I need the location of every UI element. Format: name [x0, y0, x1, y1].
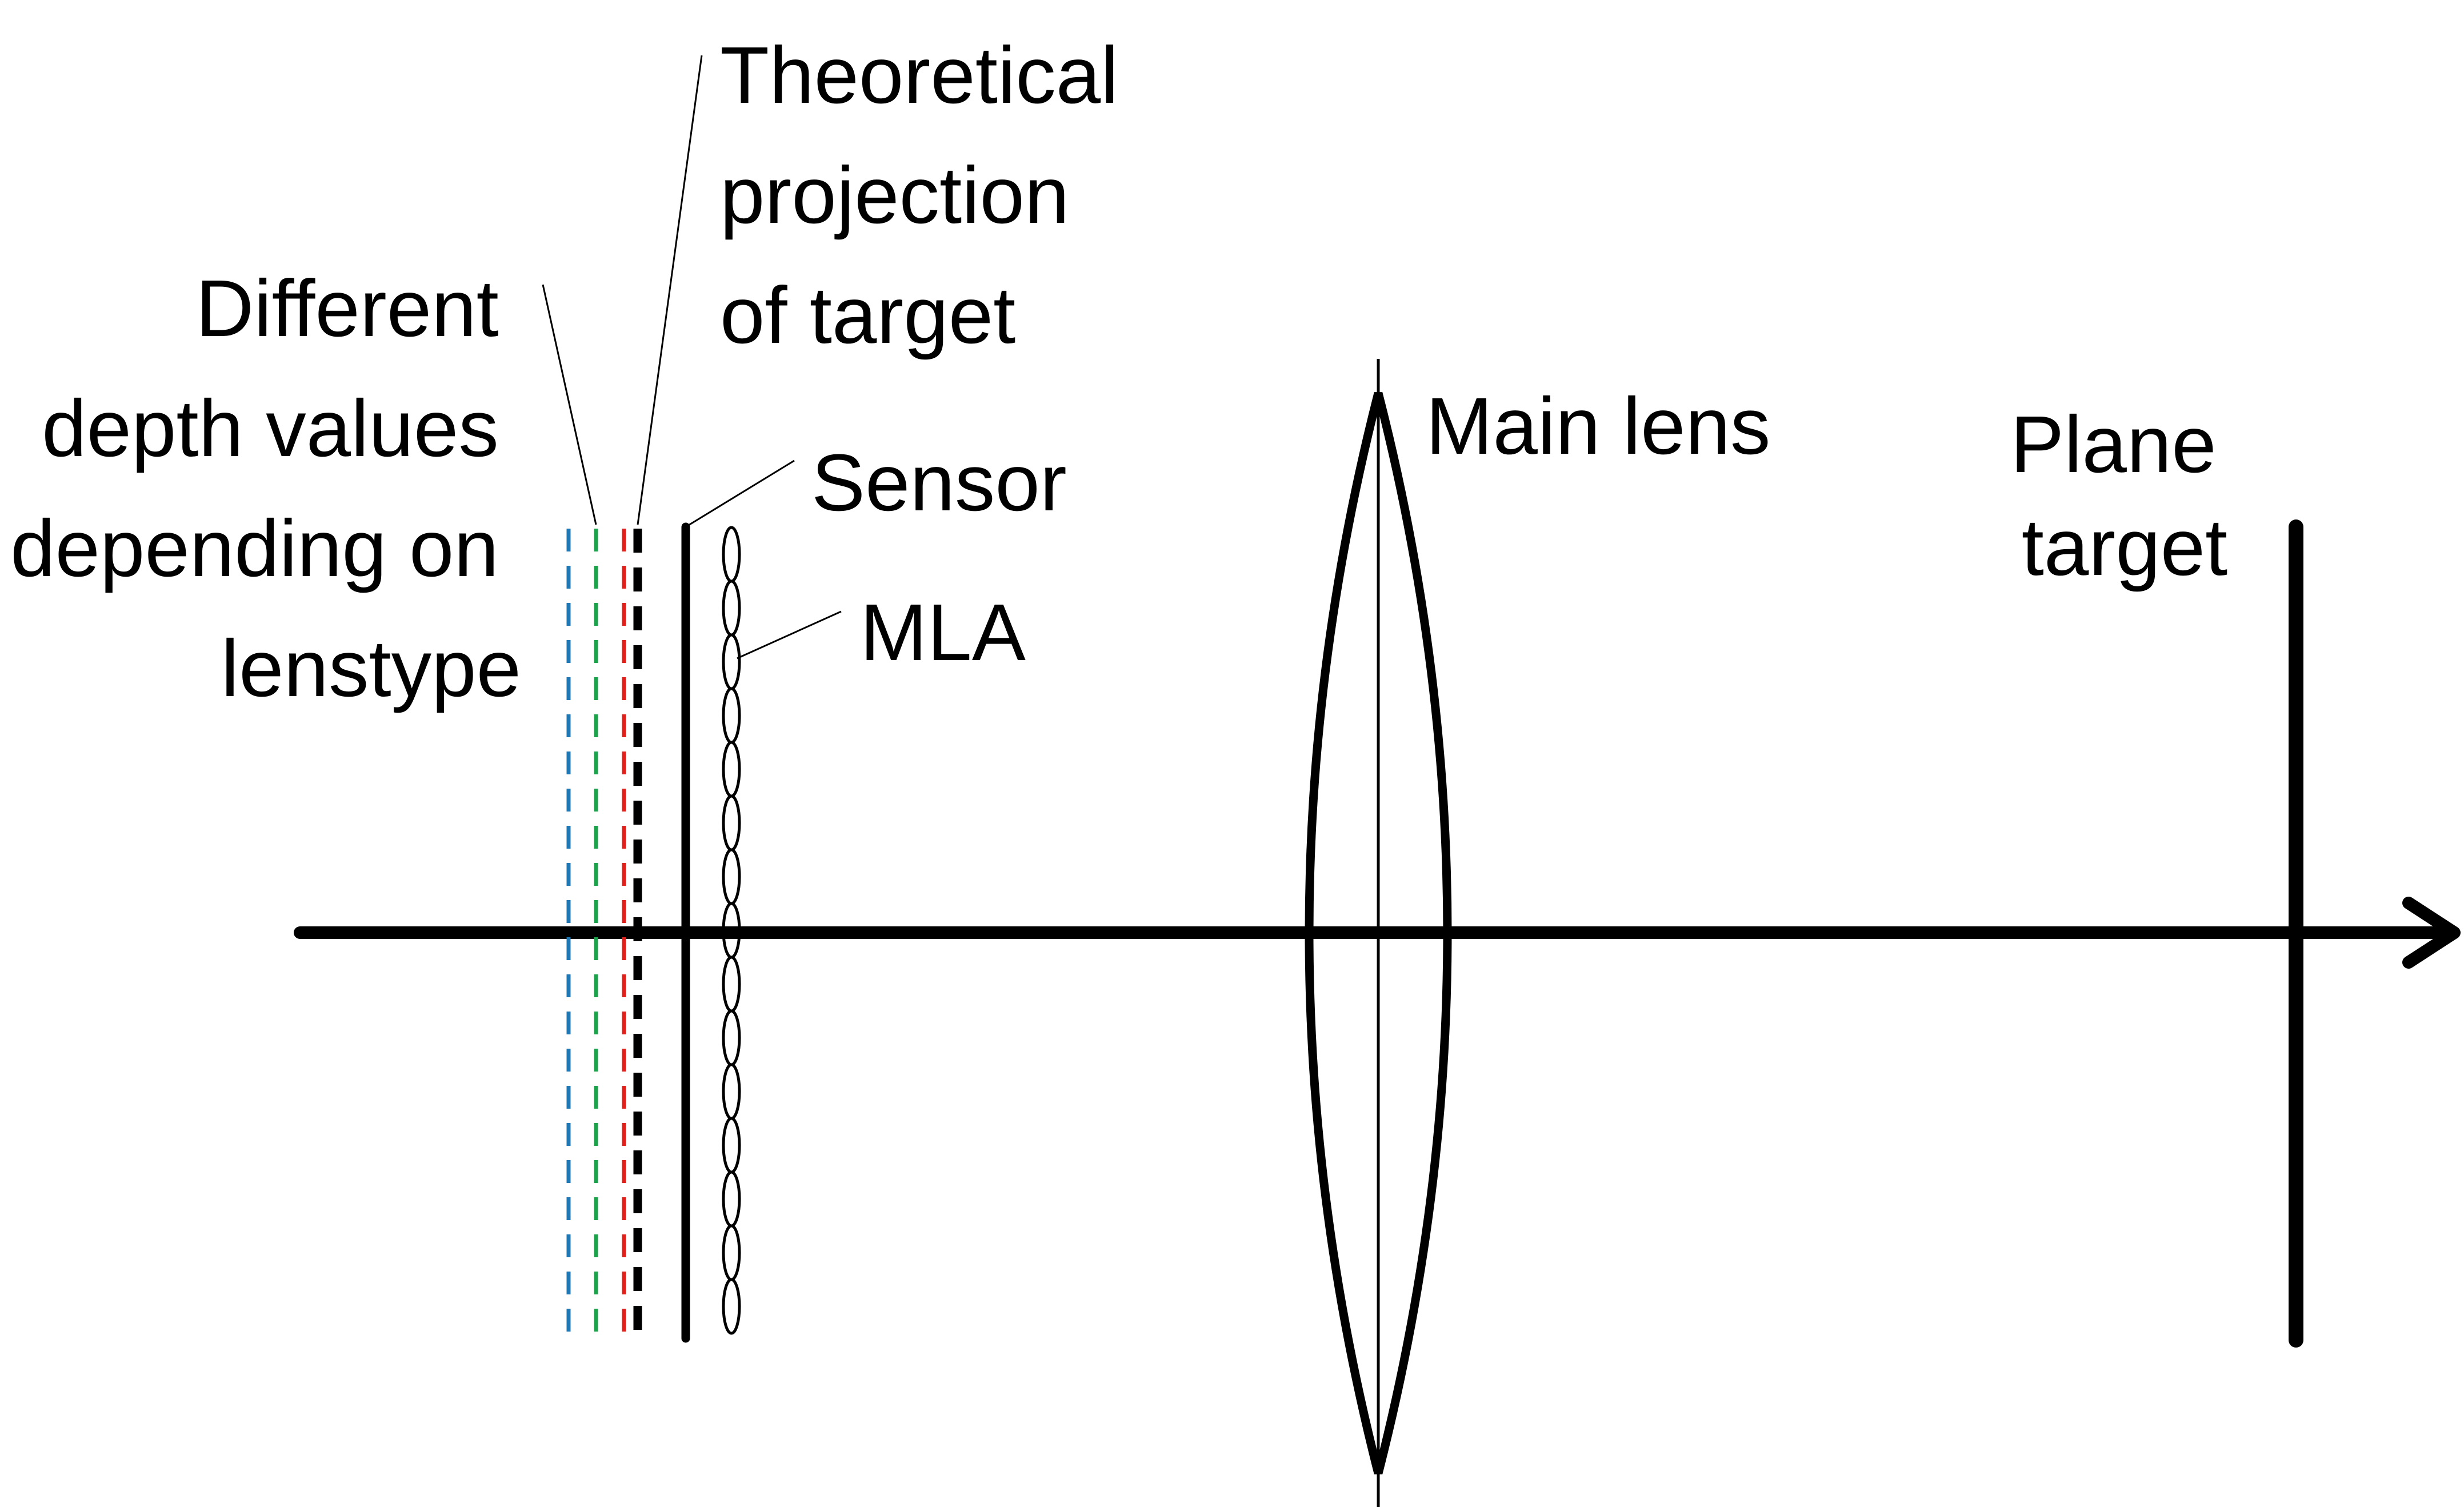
mla-lenslet [722, 1224, 741, 1281]
mla-lenslet [722, 1009, 741, 1066]
depth-values-label: Different depth values depending on lens… [10, 263, 521, 713]
leader-sensor [685, 459, 795, 528]
plane-target-line-1: Plane [2010, 399, 2217, 489]
depth-values-line-4: lenstype [221, 623, 521, 713]
depth-values-line-2: depth values [42, 383, 499, 473]
leader-theoretical-projection [637, 55, 703, 525]
theoretical-projection-line-1: Theoretical [720, 30, 1119, 120]
optical-axis-arrowhead [2402, 897, 2461, 969]
mla-lenslet [722, 848, 741, 905]
mla-lenslet [722, 1170, 741, 1228]
mla-lenslet [722, 579, 741, 637]
mla-lenslet [722, 687, 741, 744]
theoretical-projection-label: Theoretical projection of target [720, 30, 1141, 360]
mla-lenslet [722, 794, 741, 852]
sensor-label: Sensor [811, 437, 1067, 527]
mla-lenslet [722, 1063, 741, 1120]
main-lens-label: Main lens [1426, 381, 1770, 471]
mla-lenslet [722, 956, 741, 1013]
mla-lenslet [722, 1117, 741, 1174]
theoretical-projection-line-2: projection [720, 150, 1069, 240]
optical-axis [294, 897, 2461, 969]
main-lens [1305, 359, 1452, 1507]
depth-values-line-3: depending on [10, 503, 499, 593]
mla-lenslet [722, 526, 741, 583]
theoretical-projection-line-3: of target [720, 270, 1015, 360]
leader-depth-values [542, 284, 597, 525]
mla-label: MLA [860, 587, 1026, 677]
leader-mla [737, 610, 842, 659]
plane-target-line-2: target [2022, 502, 2228, 592]
mla-lenslets [722, 526, 741, 1335]
plane-target-label: Plane target [2010, 399, 2239, 592]
mla-lenslet [722, 741, 741, 798]
mla-lenslet [722, 1278, 741, 1335]
mla-lenslet [722, 633, 741, 690]
depth-values-line-1: Different [195, 263, 498, 353]
